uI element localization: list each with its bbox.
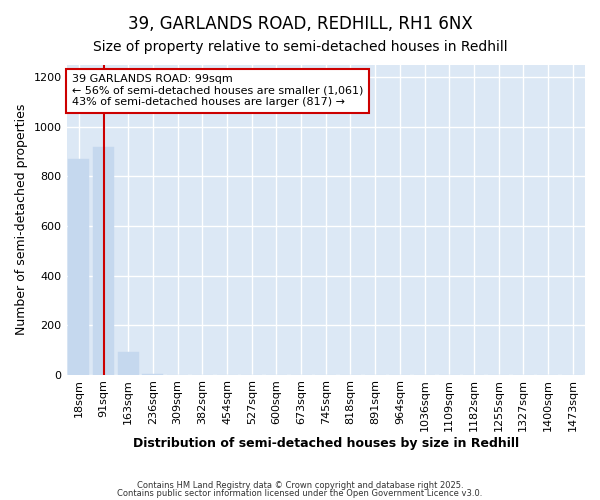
Text: Size of property relative to semi-detached houses in Redhill: Size of property relative to semi-detach… xyxy=(92,40,508,54)
Bar xyxy=(118,352,139,374)
Text: 39, GARLANDS ROAD, REDHILL, RH1 6NX: 39, GARLANDS ROAD, REDHILL, RH1 6NX xyxy=(128,15,472,33)
Text: Contains HM Land Registry data © Crown copyright and database right 2025.: Contains HM Land Registry data © Crown c… xyxy=(137,481,463,490)
Text: Contains public sector information licensed under the Open Government Licence v3: Contains public sector information licen… xyxy=(118,488,482,498)
Y-axis label: Number of semi-detached properties: Number of semi-detached properties xyxy=(15,104,28,336)
X-axis label: Distribution of semi-detached houses by size in Redhill: Distribution of semi-detached houses by … xyxy=(133,437,519,450)
Bar xyxy=(93,146,114,374)
Text: 39 GARLANDS ROAD: 99sqm
← 56% of semi-detached houses are smaller (1,061)
43% of: 39 GARLANDS ROAD: 99sqm ← 56% of semi-de… xyxy=(72,74,363,108)
Bar xyxy=(68,159,89,374)
